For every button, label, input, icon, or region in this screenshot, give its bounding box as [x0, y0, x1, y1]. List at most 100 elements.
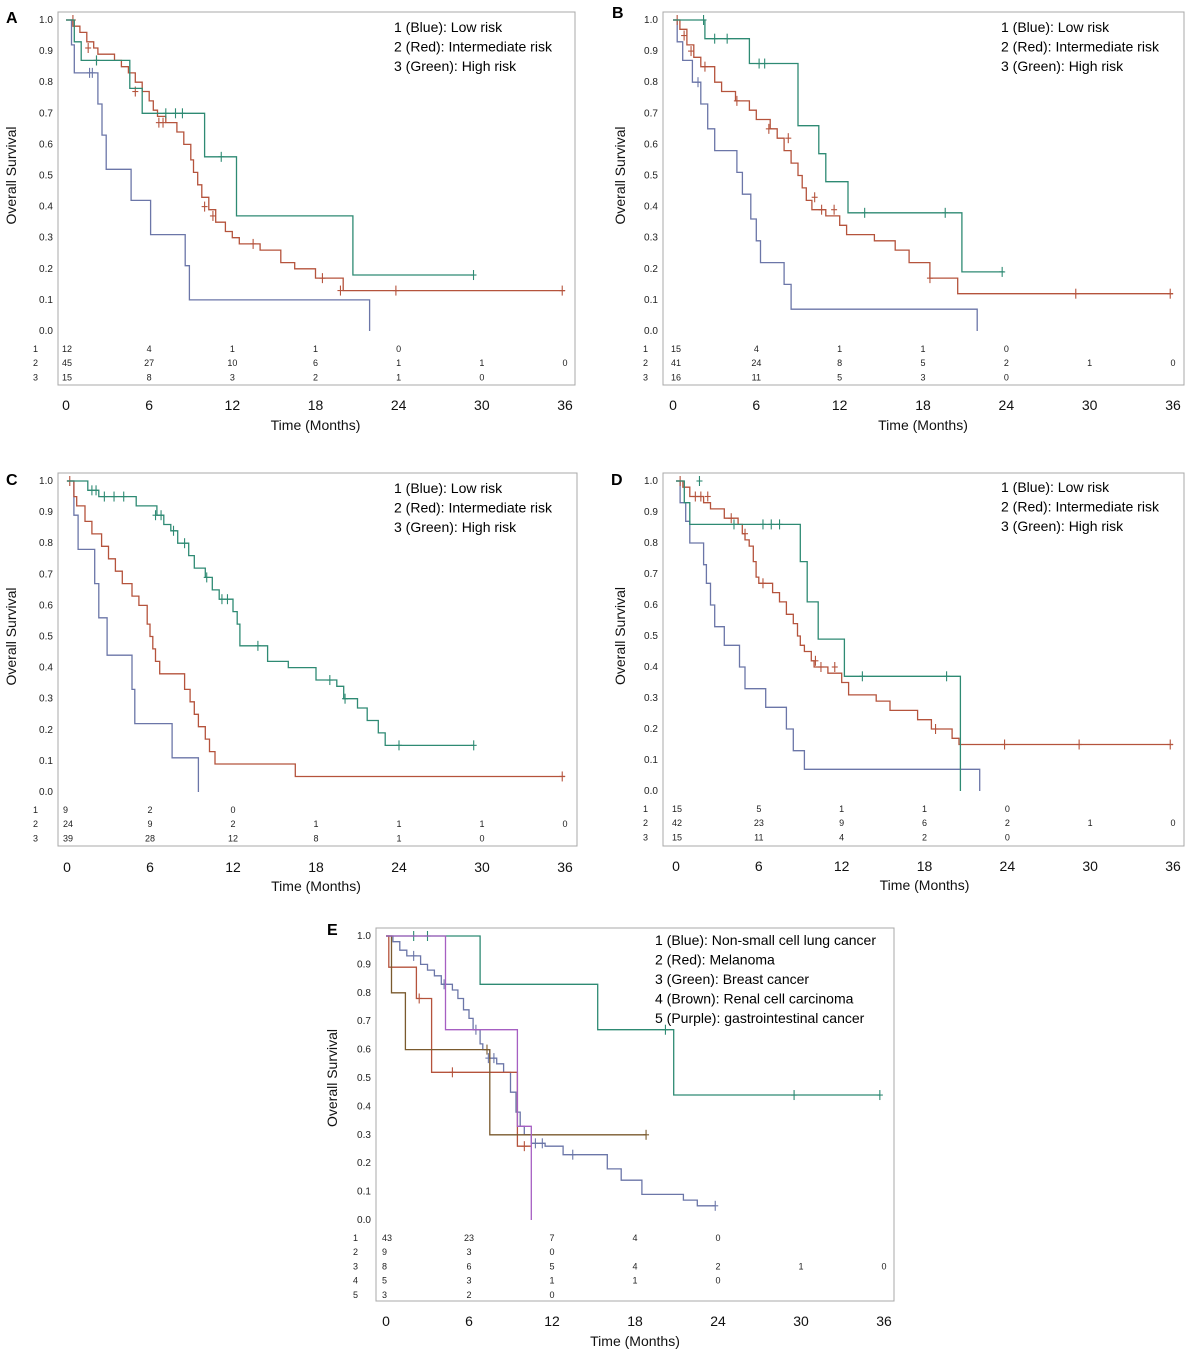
panel-b-curve-1: [673, 19, 978, 331]
panel-a-risk-row-1: 1: [33, 344, 38, 354]
panel-c-risk-cell-1-0: 9: [63, 805, 68, 815]
panel-e-xtick-6: 36: [876, 1313, 892, 1329]
panel-b-risk-cell-1-4: 0: [1004, 344, 1009, 354]
panel-b-xtick-3: 18: [915, 397, 931, 413]
panel-c-ytick-0: 0.0: [39, 787, 53, 798]
panel-e-ytick-6: 0.6: [357, 1045, 371, 1056]
panel-c-risk-cell-2-1: 9: [147, 819, 152, 829]
panel-e-risk-row-1: 1: [353, 1233, 358, 1243]
panel-e-legend-1: 1 (Blue): Non-small cell lung cancer: [655, 932, 876, 948]
panel-e-risk-cell-2-2: 0: [549, 1247, 554, 1257]
panel-b-risk-cell-3-3: 3: [920, 372, 925, 382]
panel-c-risk-row-3: 3: [33, 833, 38, 843]
panel-a-xtick-4: 24: [391, 397, 407, 413]
panel-e-curve-5: [386, 935, 532, 1220]
panel-e-label: E: [327, 922, 338, 939]
panel-e-ytick-10: 1.0: [357, 931, 371, 942]
panel-e-curve-4: [386, 935, 647, 1136]
panel-d-ytick-7: 0.7: [644, 569, 658, 580]
panel-c-xlabel: Time (Months): [271, 878, 361, 894]
panel-a-risk-cell-1-0: 12: [62, 344, 72, 354]
panel-a-label: A: [6, 10, 18, 27]
panel-a-xtick-3: 18: [308, 397, 324, 413]
panel-c-legend-3: 3 (Green): High risk: [394, 519, 517, 535]
panel-a-xtick-5: 30: [474, 397, 490, 413]
panel-b-risk-cell-3-2: 5: [837, 372, 842, 382]
panel-e-xtick-3: 18: [627, 1313, 643, 1329]
panel-b-risk-cell-2-5: 1: [1087, 358, 1092, 368]
panel-d-risk-row-3: 3: [643, 832, 648, 842]
panel-d-xtick-6: 36: [1165, 858, 1181, 874]
panel-a-risk-cell-3-1: 8: [147, 372, 152, 382]
panel-e-ytick-9: 0.9: [357, 959, 371, 970]
panel-a-curve-1: [66, 19, 371, 331]
panel-b-ytick-0: 0.0: [644, 326, 658, 337]
panel-c-ytick-7: 0.7: [39, 569, 53, 580]
panel-a-risk-cell-2-1: 27: [144, 358, 154, 368]
panel-a-ylabel: Overall Survival: [3, 126, 19, 224]
panel-e-ytick-2: 0.2: [357, 1158, 371, 1169]
panel-e-legend-2: 2 (Red): Melanoma: [655, 952, 775, 968]
panel-c-risk-cell-3-4: 1: [396, 833, 401, 843]
panel-b-ytick-4: 0.4: [644, 202, 658, 213]
panel-e-risk-cell-3-3: 4: [632, 1261, 637, 1271]
panel-e-risk-row-5: 5: [353, 1290, 358, 1300]
panel-d-risk-cell-3-0: 15: [672, 832, 682, 842]
panel-c-risk-cell-3-3: 8: [313, 833, 318, 843]
panel-d-risk-cell-3-2: 4: [839, 832, 844, 842]
panel-c-ytick-9: 0.9: [39, 507, 53, 518]
panel-b-risk-cell-3-4: 0: [1004, 372, 1009, 382]
panel-a-risk-cell-3-3: 2: [313, 372, 318, 382]
panel-b-risk-row-1: 1: [643, 344, 648, 354]
panel-a-risk-cell-2-3: 6: [313, 358, 318, 368]
panel-b-risk-cell-2-6: 0: [1170, 358, 1175, 368]
panel-e-ytick-4: 0.4: [357, 1101, 371, 1112]
panel-b-ytick-3: 0.3: [644, 233, 658, 244]
panel-d-xtick-5: 30: [1082, 858, 1098, 874]
panel-e-risk-cell-1-2: 7: [549, 1233, 554, 1243]
panel-d-legend-3: 3 (Green): High risk: [1001, 518, 1124, 534]
panel-e-risk-cell-3-2: 5: [549, 1261, 554, 1271]
panel-b-legend-3: 3 (Green): High risk: [1001, 58, 1124, 74]
panel-c-risk-cell-2-6: 0: [562, 819, 567, 829]
panel-b-xtick-6: 36: [1165, 397, 1181, 413]
panel-e-frame: [375, 927, 895, 1302]
panel-d-risk-cell-3-3: 2: [922, 832, 927, 842]
panel-b-risk-cell-3-1: 11: [752, 372, 761, 382]
panel-b-risk-cell-2-2: 8: [837, 358, 842, 368]
panel-c: C 0.0 0.1 0.2 0.3 0.4 0.5 0.6 0.7 0.8 0.9 1.0 Overal…: [3, 472, 578, 894]
panel-e-legend-4: 4 (Brown): Renal cell carcinoma: [655, 991, 854, 1007]
panel-d-ytick-10: 1.0: [644, 476, 658, 487]
panel-c-xtick-3: 18: [308, 859, 324, 875]
panel-c-risk-cell-3-0: 39: [63, 833, 73, 843]
panel-b-curve-3: [673, 19, 1004, 273]
panel-e-curve-3: [386, 935, 880, 1096]
panel-b-ytick-8: 0.8: [644, 77, 658, 88]
panel-d-risk-cell-3-4: 0: [1005, 832, 1010, 842]
panel-a-ytick-2: 0.2: [39, 264, 53, 275]
panel-e-risk-cell-4-0: 5: [382, 1276, 387, 1286]
panel-a-risk-cell-3-5: 0: [479, 372, 484, 382]
panel-a-risk-cell-1-4: 0: [396, 344, 401, 354]
panel-e-risk-cell-2-1: 3: [466, 1247, 471, 1257]
panel-a-risk-cell-3-4: 1: [396, 372, 401, 382]
panel-a-risk-cell-1-3: 1: [313, 344, 318, 354]
panel-d-ytick-2: 0.2: [644, 724, 658, 735]
panel-b-xtick-5: 30: [1082, 397, 1098, 413]
panel-e-ytick-3: 0.3: [357, 1130, 371, 1141]
panel-a-risk-cell-3-0: 15: [62, 372, 72, 382]
panel-d-xtick-2: 12: [834, 858, 850, 874]
panel-e-risk-cell-1-0: 43: [382, 1233, 392, 1243]
panel-d-xtick-3: 18: [917, 858, 933, 874]
panel-e-risk-cell-1-3: 4: [632, 1233, 637, 1243]
panel-e-ytick-1: 0.1: [357, 1187, 371, 1198]
panel-c-risk-cell-1-1: 2: [147, 805, 152, 815]
panel-e-xlabel: Time (Months): [590, 1333, 680, 1349]
panel-b-ylabel: Overall Survival: [612, 126, 628, 224]
panel-d-legend-2: 2 (Red): Intermediate risk: [1001, 499, 1160, 515]
panel-d-ytick-9: 0.9: [644, 507, 658, 518]
panel-e-curve-2: [386, 935, 532, 1147]
panel-e-ytick-0: 0.0: [357, 1215, 371, 1226]
panel-c-xtick-6: 36: [557, 859, 573, 875]
panel-e-risk-cell-1-4: 0: [715, 1233, 720, 1243]
